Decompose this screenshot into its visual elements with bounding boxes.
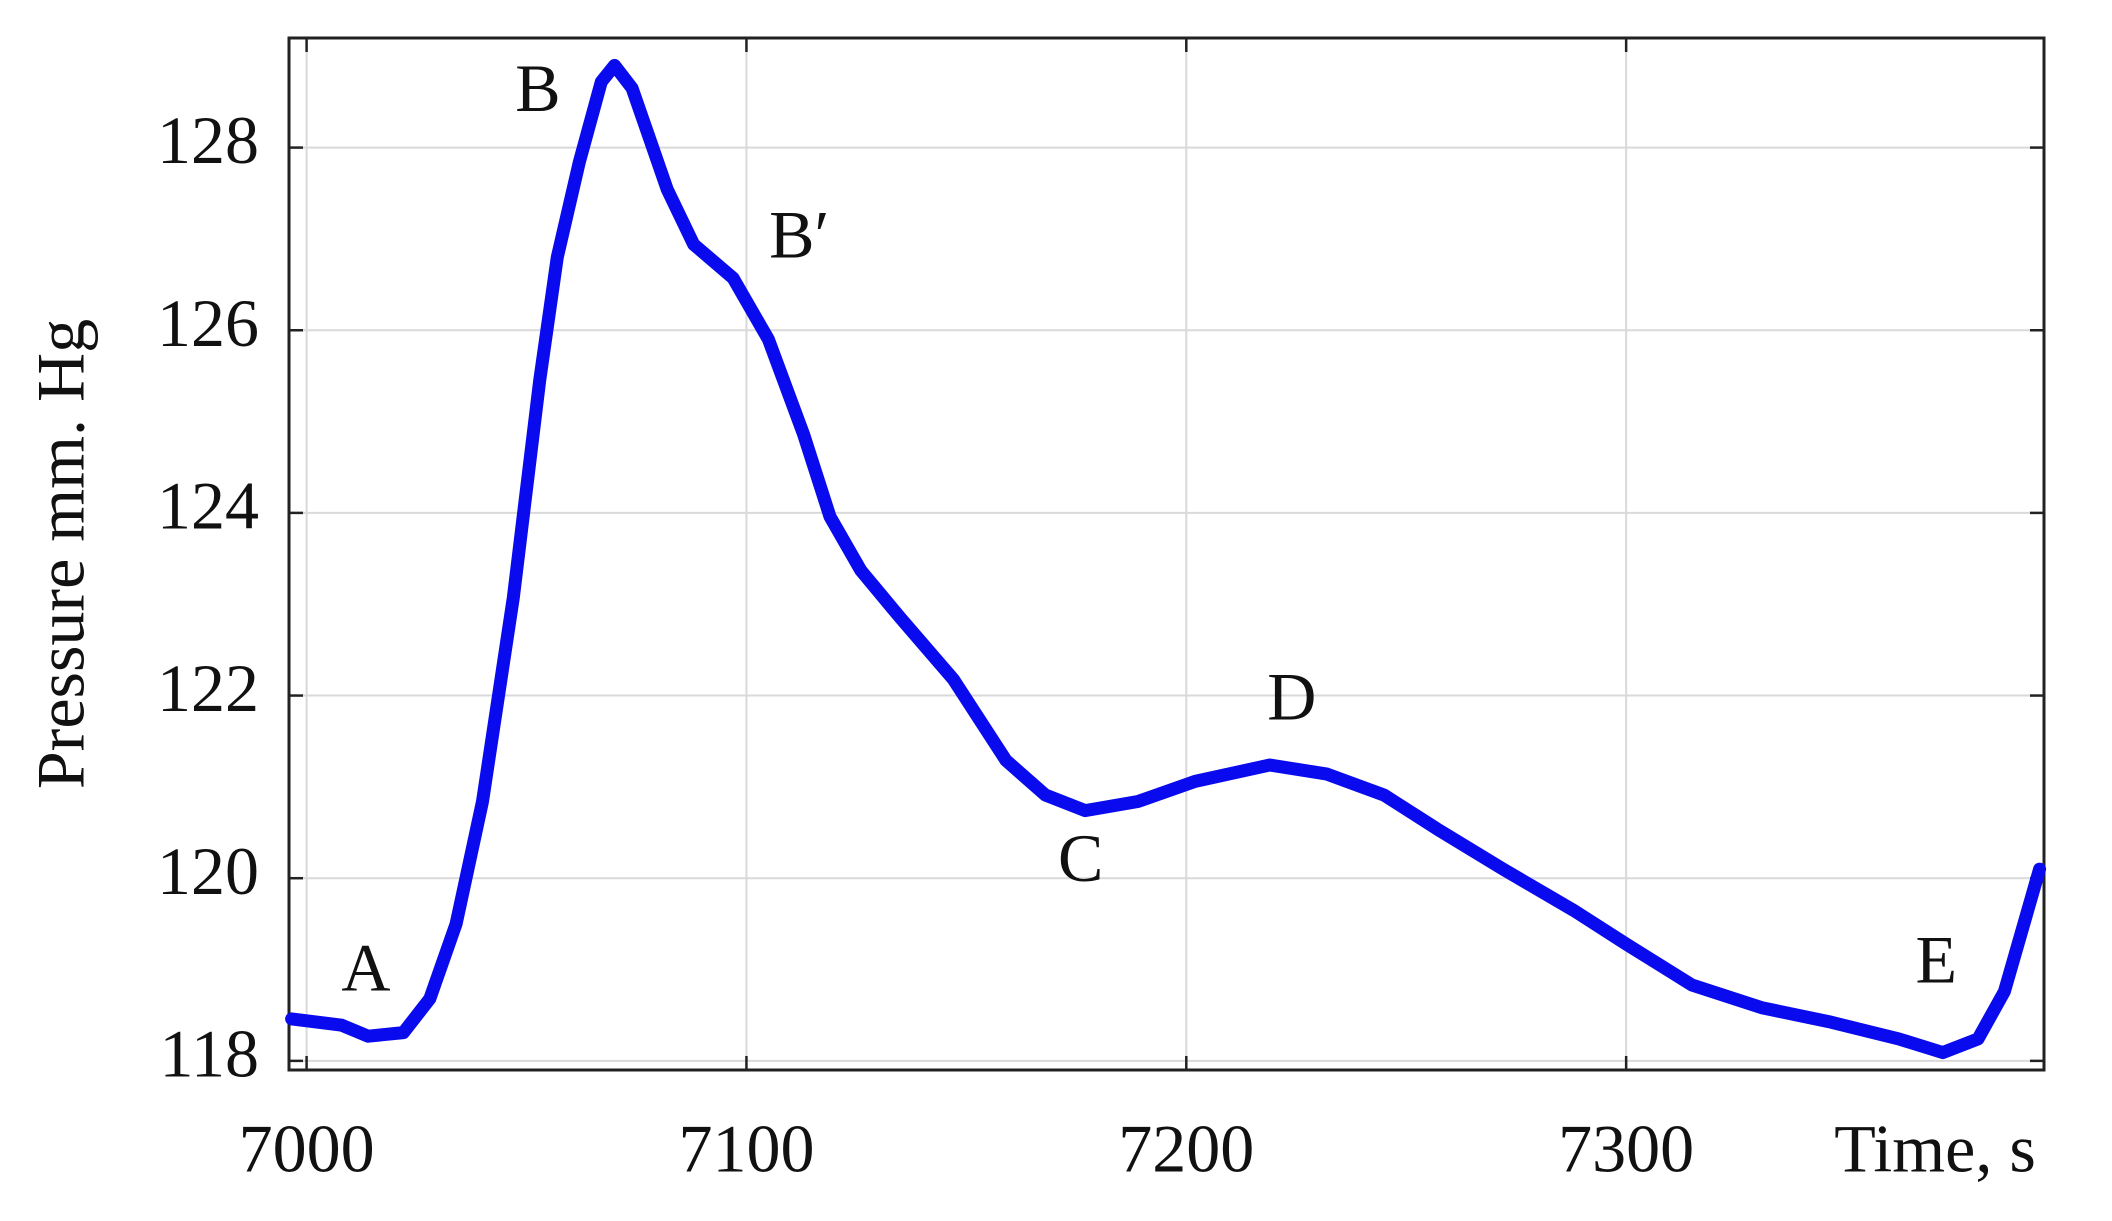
y-tick-label: 118 (160, 1015, 259, 1091)
annotation: D (1267, 658, 1316, 734)
data-line (285, 58, 2047, 1060)
plot-frame (287, 36, 2046, 1072)
annotation: A (341, 930, 390, 1006)
x-axis-label: Time, s (1834, 1111, 2036, 1187)
y-tick-label: 128 (157, 102, 259, 178)
x-tick-label: 7200 (1118, 1111, 1254, 1187)
x-tick-label: 7100 (678, 1111, 814, 1187)
x-tick-label: 7300 (1558, 1111, 1694, 1187)
annotation: E (1915, 921, 1957, 997)
y-tick-label: 124 (157, 468, 259, 544)
annotation: B (515, 50, 560, 126)
y-axis-label: Pressure mm. Hg (23, 319, 99, 789)
annotation: C (1058, 820, 1103, 896)
y-tick-label: 122 (157, 650, 259, 726)
y-tick-label: 120 (157, 833, 259, 909)
annotation: B′ (769, 196, 829, 272)
y-tick-label: 126 (157, 285, 259, 361)
x-tick-label: 7000 (239, 1111, 375, 1187)
